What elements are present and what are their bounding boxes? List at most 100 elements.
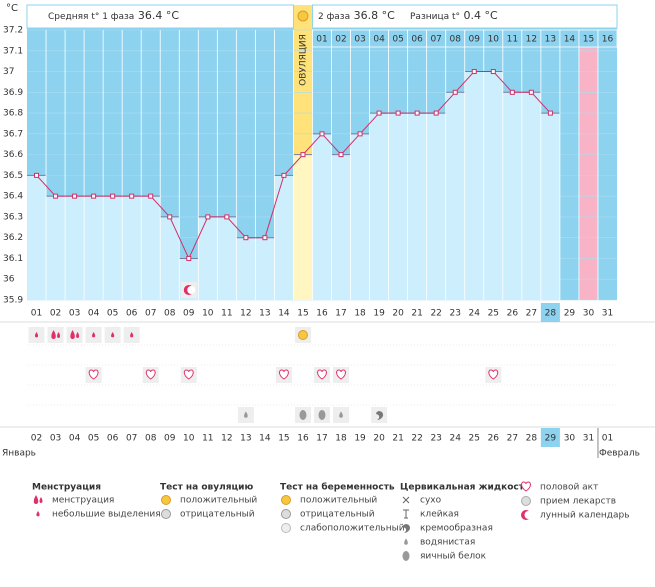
legend-title: Тест на овуляцию: [160, 483, 253, 493]
current-date-box: [540, 428, 560, 447]
drop: [130, 332, 134, 338]
bar: [331, 154, 351, 300]
month-label: Январь: [2, 449, 36, 459]
legend-label: положительный: [180, 496, 257, 506]
bar: [217, 216, 237, 300]
header-text: 2 фаза 36.8 °C: [318, 9, 395, 22]
legend-label: прием лекарств: [540, 497, 616, 507]
date: 26: [488, 434, 500, 444]
ovulation-sun: [297, 10, 309, 22]
date: 31: [583, 434, 594, 444]
cycle-day: 13: [259, 309, 270, 319]
temperature-point: [509, 89, 515, 95]
legend-label: кремообразная: [420, 524, 493, 534]
header-phase2: [311, 4, 618, 29]
bar: [27, 175, 47, 300]
drop: [244, 411, 248, 418]
bar: [236, 237, 256, 300]
phase2-day: 06: [411, 35, 423, 45]
bar: [540, 113, 560, 300]
header-part: °C: [481, 9, 498, 22]
moon-cut: [524, 511, 533, 519]
cycle-day: 01: [31, 309, 42, 319]
drop: [339, 411, 343, 418]
month-label: Февраль: [599, 449, 640, 459]
circle: [161, 509, 171, 519]
bar: [483, 71, 503, 301]
y-tick-label: 36.2: [3, 233, 23, 243]
phase2-day: 15: [583, 35, 594, 45]
temperature-point: [34, 172, 40, 178]
date: 09: [164, 434, 176, 444]
date: 10: [183, 434, 195, 444]
legend-label: лунный календарь: [540, 511, 630, 521]
current-day-box: [540, 303, 560, 322]
temperature-point: [110, 193, 116, 199]
legend-title: Менструация: [32, 483, 101, 493]
temperature-point: [376, 110, 382, 116]
icon-sex: [278, 369, 289, 380]
date: 15: [278, 434, 289, 444]
bar: [369, 113, 389, 300]
cycle-day: 23: [449, 309, 460, 319]
icon-spot: [36, 511, 40, 517]
bar: [103, 196, 123, 300]
icon-moon: [521, 510, 533, 520]
icon-sex: [317, 369, 327, 380]
date: 17: [316, 434, 327, 444]
legend-title: Тест на беременность: [280, 482, 395, 493]
header-text: Средняя t° 1 фаза 36.4 °C: [48, 9, 179, 22]
date: 06: [107, 434, 119, 444]
y-tick-label: 36.5: [3, 171, 23, 181]
header-part: °C: [162, 9, 179, 22]
bar: [502, 92, 522, 300]
bar: [46, 196, 66, 300]
date: 05: [88, 434, 99, 444]
y-tick-label: 36.4: [3, 192, 23, 202]
icon-pregweak: [281, 523, 291, 533]
icon-pregpos: [281, 495, 291, 505]
phase2-day: 07: [430, 35, 441, 45]
cycle-day: 20: [392, 309, 404, 319]
cycle-day: 28: [545, 309, 557, 319]
cycle-day: 21: [411, 309, 422, 319]
phase2-day: 03: [354, 35, 365, 45]
icon-med: [521, 496, 531, 506]
legend-label: отрицательный: [180, 510, 255, 520]
header-phase1: [26, 4, 294, 29]
temperature-point: [471, 69, 477, 75]
date: 16: [297, 434, 309, 444]
heart: [88, 369, 99, 380]
icon-mens: [51, 330, 61, 339]
bar: [312, 133, 332, 300]
legend-title: Цервикальная жидкость: [400, 483, 530, 493]
ovulation-label: ОВУЛЯЦИЯ: [298, 34, 308, 86]
drop: [36, 511, 40, 517]
cycle-day: 22: [430, 309, 441, 319]
icon-spot: [34, 332, 39, 338]
icon-creamy: [403, 524, 410, 533]
header-part: 0.4: [460, 9, 481, 22]
temperature-point: [319, 131, 325, 137]
y-tick-label: 35.9: [3, 296, 23, 306]
phase2-day: 02: [335, 35, 346, 45]
date: 23: [430, 434, 441, 444]
temperature-point: [395, 110, 401, 116]
date: 20: [373, 434, 385, 444]
heart: [278, 369, 289, 380]
heart: [145, 369, 156, 380]
bar: [198, 216, 218, 300]
cycle-day: 07: [145, 309, 156, 319]
cycle-day: 27: [526, 309, 537, 319]
cycle-day: 09: [183, 309, 195, 319]
cycle-day: 18: [354, 309, 366, 319]
date: 04: [69, 434, 81, 444]
date: 24: [449, 434, 461, 444]
icon-sticky: [403, 509, 409, 519]
icon-creamy: [376, 411, 384, 420]
phase2-day: 08: [449, 35, 461, 45]
temperature-point: [262, 235, 268, 241]
y-tick-label: 37.2: [3, 26, 23, 36]
cycle-day: 29: [564, 309, 576, 319]
